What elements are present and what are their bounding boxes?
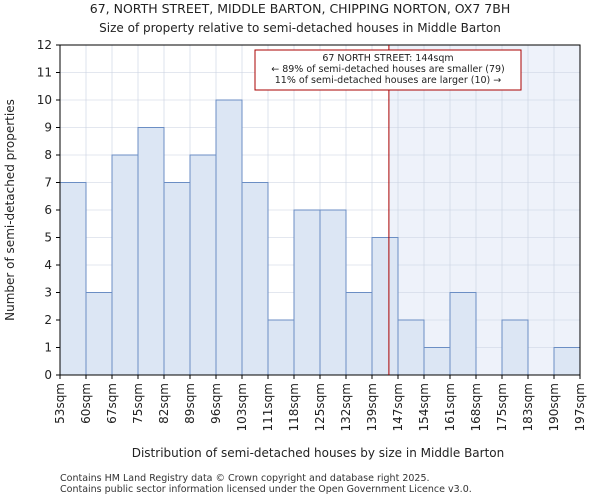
bar <box>111 154 139 376</box>
x-tick-label: 82sqm <box>157 383 171 424</box>
plot-frame <box>59 44 581 376</box>
x-tick-label: 154sqm <box>417 383 431 431</box>
y-tick-label: 8 <box>44 148 52 162</box>
bar <box>293 209 321 376</box>
x-tick-label: 75sqm <box>131 383 145 424</box>
chart-title: 67, NORTH STREET, MIDDLE BARTON, CHIPPIN… <box>90 1 510 16</box>
footer-line-1: Contains HM Land Registry data © Crown c… <box>60 473 430 484</box>
annotation-line-3: 11% of semi-detached houses are larger (… <box>275 75 502 86</box>
footer-line-2: Contains public sector information licen… <box>60 484 472 495</box>
bar <box>59 182 87 376</box>
x-tick-label: 60sqm <box>79 383 93 424</box>
x-tick-label: 175sqm <box>495 383 509 431</box>
bar <box>189 154 217 376</box>
bar <box>137 127 165 376</box>
bar <box>85 292 113 376</box>
x-axis-ticks: 53sqm 60sqm 67sqm 75sqm 82sqm 89sqm 96sqm 103sq… <box>53 375 587 431</box>
y-tick-label: 10 <box>37 93 52 107</box>
bar <box>371 237 399 376</box>
bar <box>345 292 373 376</box>
chart-subtitle: Size of property relative to semi-detach… <box>99 21 501 35</box>
y-tick-label: 2 <box>44 313 52 327</box>
x-tick-label: 197sqm <box>573 383 587 431</box>
bar <box>215 99 243 376</box>
x-tick-label: 183sqm <box>521 383 535 431</box>
x-tick-label: 132sqm <box>339 383 353 431</box>
y-tick-label: 7 <box>44 176 52 190</box>
x-tick-label: 147sqm <box>391 383 405 431</box>
annotation-line-2: ← 89% of semi-detached houses are smalle… <box>271 64 505 75</box>
x-tick-label: 161sqm <box>443 383 457 431</box>
x-axis-label: Distribution of semi-detached houses by … <box>132 446 505 460</box>
bar <box>423 347 451 376</box>
x-tick-label: 168sqm <box>469 383 483 431</box>
x-tick-label: 96sqm <box>209 383 223 424</box>
y-tick-label: 12 <box>37 38 52 52</box>
y-tick-label: 6 <box>44 203 52 217</box>
x-tick-label: 89sqm <box>183 383 197 424</box>
y-tick-label: 0 <box>44 368 52 382</box>
bar <box>501 319 529 376</box>
x-tick-label: 67sqm <box>105 383 119 424</box>
annotation-line-1: 67 NORTH STREET: 144sqm <box>322 53 453 64</box>
bar <box>449 292 477 376</box>
marker-annotation: 67 NORTH STREET: 144sqm ← 89% of semi-de… <box>254 49 522 91</box>
annotation-box <box>254 49 522 91</box>
x-tick-label: 118sqm <box>287 383 301 431</box>
bar <box>241 182 269 376</box>
bar <box>397 319 425 376</box>
y-tick-label: 9 <box>44 121 52 135</box>
x-tick-label: 103sqm <box>235 383 249 431</box>
x-tick-label: 125sqm <box>313 383 327 431</box>
bar <box>267 319 295 376</box>
y-tick-label: 5 <box>44 231 52 245</box>
y-tick-label: 3 <box>44 286 52 300</box>
y-tick-label: 11 <box>37 66 52 80</box>
x-tick-label: 53sqm <box>53 383 67 424</box>
bars <box>59 99 581 376</box>
y-tick-label: 1 <box>44 341 52 355</box>
y-tick-label: 4 <box>44 258 52 272</box>
bar <box>553 347 581 376</box>
y-axis-label: Number of semi-detached properties <box>3 99 17 321</box>
x-tick-label: 139sqm <box>365 383 379 431</box>
x-tick-label: 111sqm <box>261 383 275 431</box>
x-tick-label: 190sqm <box>547 383 561 431</box>
bar <box>163 182 191 376</box>
bar <box>319 209 347 376</box>
